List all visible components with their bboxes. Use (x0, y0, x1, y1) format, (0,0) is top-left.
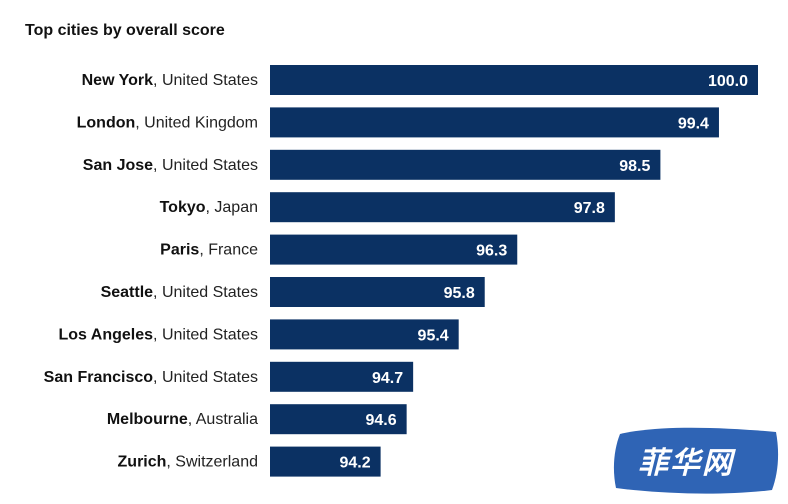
watermark-text: 菲华网 (638, 446, 734, 481)
city-name: Paris (160, 242, 199, 259)
value-label: 94.2 (339, 455, 370, 472)
bar (270, 404, 407, 435)
value-label: 95.4 (418, 327, 449, 344)
category-label: Paris, France (160, 242, 258, 259)
bar (270, 107, 719, 138)
country-name: , United States (153, 284, 258, 301)
country-name: , Australia (188, 411, 258, 428)
city-name: Seattle (101, 284, 154, 301)
city-name: Tokyo (160, 199, 206, 216)
bar (270, 234, 518, 265)
country-name: , France (199, 242, 258, 259)
value-label: 96.3 (476, 243, 507, 260)
bar (270, 65, 758, 95)
country-name: , United Kingdom (135, 114, 258, 131)
city-name: Melbourne (107, 411, 188, 428)
category-label: Tokyo, Japan (160, 199, 258, 216)
category-label: San Jose, United States (83, 157, 258, 174)
watermark-logo (613, 427, 779, 494)
city-name: Los Angeles (59, 326, 154, 343)
country-name: , United States (153, 157, 258, 174)
city-name: San Jose (83, 157, 153, 174)
category-label: London, United Kingdom (77, 114, 258, 131)
category-label: Zurich, Switzerland (118, 454, 258, 471)
city-name: Zurich (118, 454, 167, 471)
value-label: 99.4 (678, 115, 709, 132)
city-name: San Francisco (44, 369, 154, 386)
bar (270, 446, 381, 477)
bar (270, 277, 485, 307)
bar (270, 192, 615, 223)
city-name: New York (82, 72, 154, 89)
category-label: New York, United States (82, 72, 258, 89)
category-label: San Francisco, United States (44, 369, 258, 386)
value-label: 94.7 (372, 370, 403, 387)
country-name: , United States (153, 72, 258, 89)
value-label: 100.0 (708, 73, 748, 90)
bar (270, 319, 459, 350)
city-name: London (77, 114, 136, 131)
value-label: 97.8 (574, 200, 605, 217)
bar (270, 361, 414, 392)
value-label: 98.5 (619, 158, 650, 175)
country-name: , United States (153, 369, 258, 386)
value-label: 94.6 (365, 412, 396, 429)
country-name: , Japan (206, 199, 258, 216)
category-label: Melbourne, Australia (107, 411, 258, 428)
value-label: 95.8 (444, 285, 475, 302)
bar (270, 149, 661, 180)
category-label: Seattle, United States (101, 284, 258, 301)
category-label: Los Angeles, United States (59, 326, 259, 343)
chart-title: Top cities by overall score (25, 22, 225, 39)
country-name: , Switzerland (166, 454, 258, 471)
country-name: , United States (153, 326, 258, 343)
